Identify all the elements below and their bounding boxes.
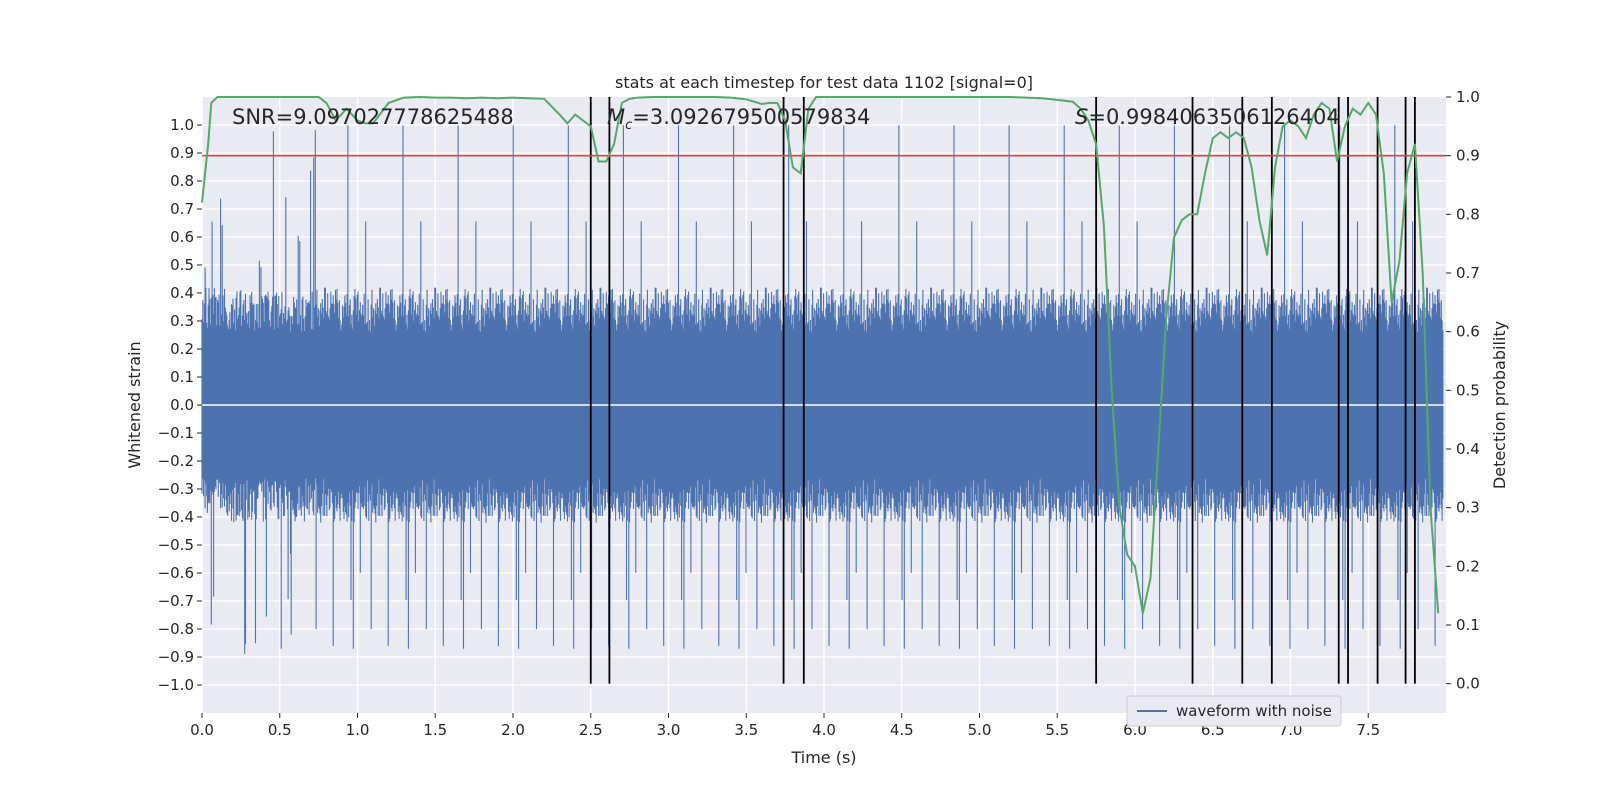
x-tick-label: 5.5 [1045, 721, 1069, 739]
y2-axis-ticks: 0.0 0.1 0.2 0.3 0.4 0.5 0.6 0.7 0.8 0.9 1.0 [1446, 88, 1480, 693]
y2-tick-label: 0.2 [1456, 557, 1480, 575]
y2-axis-title: Detection probability [1490, 321, 1509, 489]
x-tick-label: 4.0 [812, 721, 836, 739]
chirp-mass-value: =3.092679500579834 [632, 105, 870, 129]
y2-tick-label: 1.0 [1456, 88, 1480, 106]
chirp-mass-subscript: c [625, 118, 632, 133]
score-symbol: S [1075, 105, 1088, 129]
y-tick-label: 0.8 [170, 172, 194, 190]
y-tick-label: 0.1 [170, 368, 194, 386]
y-axis-title: Whitened strain [125, 341, 144, 468]
y2-tick-label: 0.1 [1456, 616, 1480, 634]
y-tick-label: 0.9 [170, 144, 194, 162]
y-tick-label: 0.5 [170, 256, 194, 274]
y-tick-label: −0.6 [158, 564, 194, 582]
y-tick-label: −0.8 [158, 620, 194, 638]
score-annotation: S=0.9984063506126404 [1075, 105, 1340, 129]
legend: waveform with noise [1126, 695, 1342, 727]
y-tick-label: 0.0 [170, 396, 194, 414]
y-tick-label: −0.9 [158, 648, 194, 666]
detection-probability-line [201, 95, 1440, 614]
y2-tick-label: 0.7 [1456, 264, 1480, 282]
x-tick-label: 7.5 [1356, 721, 1380, 739]
y-axis-ticks: −1.0 −0.9 −0.8 −0.7 −0.6 −0.5 −0.4 −0.3 −0.2 −0.1… [158, 116, 202, 694]
y-tick-label: −0.7 [158, 592, 194, 610]
y-tick-label: 1.0 [170, 116, 194, 134]
detection-markers [589, 97, 1416, 684]
x-tick-label: 0.0 [190, 721, 214, 739]
x-tick-label: 1.0 [346, 721, 370, 739]
chirp-mass-symbol: M [607, 105, 625, 129]
y-tick-label: −0.4 [158, 508, 194, 526]
x-tick-label: 1.5 [423, 721, 447, 739]
score-value: =0.9984063506126404 [1088, 105, 1339, 129]
y-tick-label: −0.1 [158, 424, 194, 442]
x-tick-label: 2.5 [579, 721, 603, 739]
x-tick-label: 3.0 [657, 721, 681, 739]
y2-tick-label: 0.3 [1456, 499, 1480, 517]
x-tick-label: 0.5 [268, 721, 292, 739]
x-tick-label: 5.0 [968, 721, 992, 739]
y2-tick-label: 0.5 [1456, 381, 1480, 399]
snr-annotation: SNR=9.097027778625488 [232, 105, 514, 129]
y-tick-label: 0.2 [170, 340, 194, 358]
y-tick-label: −1.0 [158, 676, 194, 694]
y2-tick-label: 0.4 [1456, 440, 1480, 458]
y-tick-label: −0.5 [158, 536, 194, 554]
x-tick-label: 3.5 [734, 721, 758, 739]
y-tick-label: 0.6 [170, 228, 194, 246]
y-tick-label: 0.3 [170, 312, 194, 330]
chart-title: stats at each timestep for test data 110… [615, 73, 1033, 92]
y-tick-label: 0.4 [170, 284, 194, 302]
y-tick-label: −0.2 [158, 452, 194, 470]
y2-tick-label: 0.6 [1456, 323, 1480, 341]
y-tick-label: −0.3 [158, 480, 194, 498]
x-axis-title: Time (s) [790, 748, 856, 767]
legend-box [1126, 695, 1342, 727]
y-tick-label: 0.7 [170, 200, 194, 218]
chirp-mass-annotation: Mc=3.092679500579834 [607, 105, 870, 133]
x-tick-label: 4.5 [890, 721, 914, 739]
y2-tick-label: 0.0 [1456, 675, 1480, 693]
x-tick-label: 2.0 [501, 721, 525, 739]
y2-tick-label: 0.9 [1456, 147, 1480, 165]
y2-tick-label: 0.8 [1456, 205, 1480, 223]
legend-label-waveform: waveform with noise [1176, 702, 1332, 720]
